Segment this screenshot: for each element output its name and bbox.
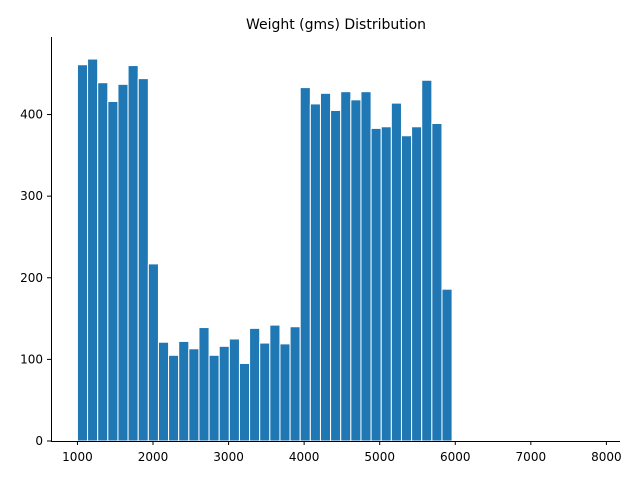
- histogram-bar: [350, 99, 362, 442]
- y-tick-label: 100: [20, 352, 43, 366]
- histogram-bar: [178, 340, 190, 442]
- histogram-bar: [249, 327, 261, 442]
- histogram-bar: [319, 92, 332, 442]
- histogram-bar: [147, 263, 159, 442]
- histogram-bar: [238, 362, 251, 442]
- histogram-bar: [299, 87, 311, 442]
- histogram-bar: [137, 78, 149, 442]
- bars-group: [76, 58, 589, 442]
- x-tick-label: 3000: [213, 450, 244, 464]
- histogram-bar: [309, 103, 321, 442]
- histogram-bar: [228, 338, 240, 442]
- histogram-bar: [390, 102, 402, 442]
- histogram-bar: [400, 135, 413, 442]
- y-tick-label: 0: [35, 434, 43, 448]
- histogram-bar: [76, 64, 89, 442]
- histogram-bar: [259, 342, 271, 442]
- x-tick-label: 4000: [289, 450, 320, 464]
- histogram-bar: [168, 354, 180, 442]
- x-tick-label: 7000: [516, 450, 547, 464]
- histogram-bar: [87, 58, 99, 442]
- histogram-bar: [370, 127, 382, 442]
- x-tick-label: 8000: [591, 450, 622, 464]
- histogram-bar: [340, 91, 352, 442]
- x-tick-label: 5000: [364, 450, 395, 464]
- histogram-bar: [330, 109, 342, 442]
- histogram-bar: [97, 82, 109, 442]
- histogram-bar: [411, 126, 423, 442]
- histogram-bar: [431, 123, 443, 442]
- histogram-bar: [360, 91, 372, 442]
- histogram-bar: [218, 345, 230, 442]
- y-tick-label: 300: [20, 189, 43, 203]
- histogram-bar: [127, 65, 139, 442]
- histogram-bar: [107, 100, 119, 442]
- histogram-bar: [188, 348, 200, 442]
- histogram-bar: [289, 326, 301, 442]
- histogram-bar: [157, 341, 170, 442]
- histogram-bar: [279, 343, 291, 442]
- histogram-bar: [198, 327, 210, 442]
- x-tick-label: 1000: [62, 450, 93, 464]
- histogram-bar: [380, 126, 392, 442]
- x-tick-label: 2000: [138, 450, 169, 464]
- y-ticks-group: 0 100 200 300 400: [20, 108, 51, 448]
- chart-title: Weight (gms) Distribution: [246, 17, 426, 33]
- histogram-bar: [117, 83, 129, 442]
- histogram-bar: [269, 324, 281, 442]
- x-tick-label: 6000: [440, 450, 471, 464]
- histogram-bar: [441, 288, 453, 442]
- y-tick-label: 200: [20, 271, 43, 285]
- histogram-bar: [208, 354, 220, 442]
- histogram-bar: [577, 439, 589, 442]
- histogram-bar: [421, 79, 433, 442]
- y-tick-label: 400: [20, 108, 43, 122]
- x-ticks-group: 1000 2000 3000 4000 5000 6000 7000 8000: [62, 441, 622, 464]
